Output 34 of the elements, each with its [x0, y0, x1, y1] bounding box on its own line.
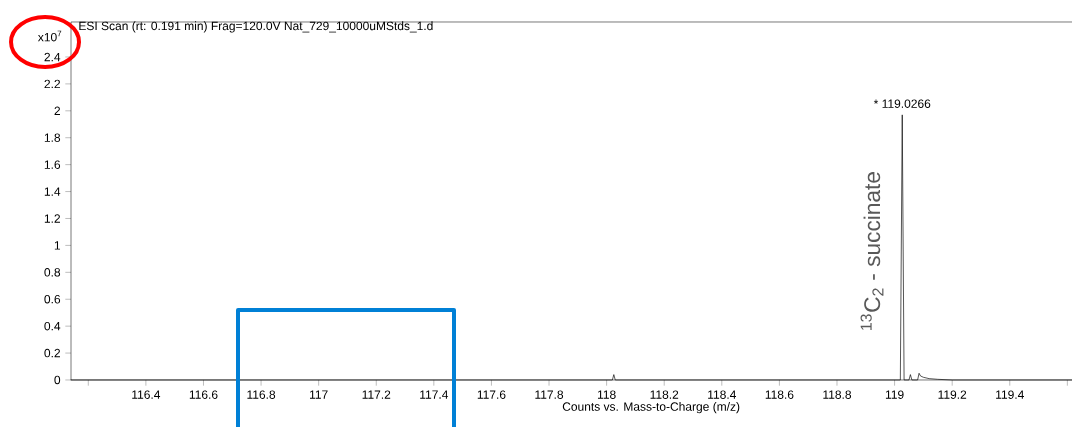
x-tick-label: 116.8 [247, 390, 276, 399]
x-tick-label: 119.4 [996, 390, 1024, 399]
y-tick-label: 1.4 [44, 187, 61, 196]
y-tick-label: 0.2 [44, 348, 60, 358]
annotation: * 119.0266 [873, 99, 931, 108]
x-tick-label: 117.4 [420, 390, 449, 399]
y-tick-label: 1 [54, 241, 61, 250]
y-tick-label: 2.4 [44, 52, 61, 62]
x-axis-title: Counts vs. Mass-to-Charge (m/z) [562, 402, 740, 414]
y-tick-label: 0.8 [44, 268, 61, 277]
chart-title: ESI Scan (rt: 0.191 min) Frag=120.0V Nat_729_10000uMStds_1.d [79, 21, 433, 33]
y-tick-label: 2.2 [44, 79, 60, 89]
y-tick-label: 2 [54, 106, 60, 115]
y-tick-label: 1.2 [44, 214, 60, 223]
y-tick-label: 0 [54, 375, 61, 385]
x-tick-label: 117.2 [362, 390, 391, 399]
annotation: $^{13}$C$_{2}$ - succinate [860, 172, 884, 330]
x-tick-label: 117 [310, 390, 328, 399]
x-tick-label: 118.6 [765, 390, 794, 399]
y-tick-label: 0.6 [44, 294, 61, 304]
x-tick-label: 118.4 [708, 390, 737, 399]
x-tick-label: 119.2 [938, 390, 967, 399]
x-tick-label: 116.6 [189, 390, 218, 399]
y-tick-label: 1.6 [44, 160, 61, 169]
x-tick-label: 118.2 [650, 390, 679, 399]
x-tick-label: 118.8 [823, 390, 852, 399]
y-axis-title: x10$^{7}$ [37, 30, 62, 42]
x-tick-label: 117.8 [535, 390, 564, 399]
x-tick-label: 119 [885, 390, 904, 399]
y-tick-label: 1.8 [44, 133, 61, 142]
x-tick-label: 118 [597, 390, 616, 399]
x-tick-label: 116.4 [132, 390, 161, 399]
y-tick-label: 0.4 [44, 321, 61, 331]
x-tick-label: 117.6 [477, 390, 506, 399]
